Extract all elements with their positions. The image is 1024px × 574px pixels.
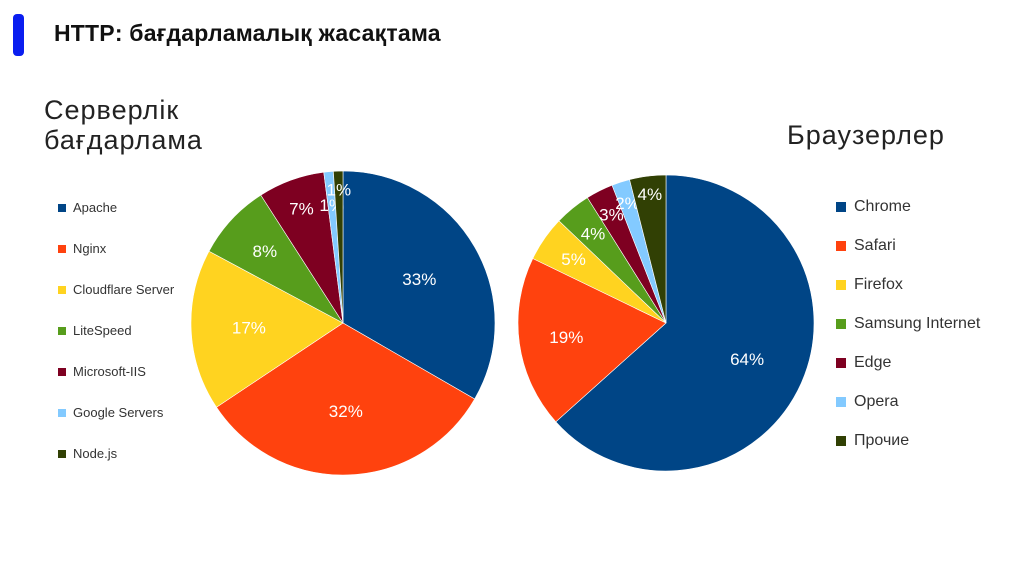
server-legend-label: Apache [73,200,118,215]
server-legend-item-apache: Apache [58,200,117,215]
server-legend-swatch [58,326,66,335]
server-legend-swatch [58,449,66,458]
server-label-litespeed: 8% [253,242,278,261]
browser-legend-label: Firefox [854,276,903,293]
browser-legend-swatch [836,358,846,368]
browser-chart-title: Браузерлер [787,120,945,150]
browser-label-edge: 3% [599,206,624,225]
browser-legend-swatch [836,280,846,290]
server-legend-label: LiteSpeed [73,323,132,338]
browser-legend-item-прочие: Прочие [836,432,909,450]
server-slice-apache [342,170,496,400]
browser-legend-item-opera: Opera [836,393,898,411]
server-legend-label: Cloudflare Server [73,282,175,297]
browser-label-chrome: 64% [730,350,764,369]
browser-legend-swatch [836,202,846,212]
server-legend-item-nginx: Nginx [58,241,106,256]
server-chart-title: Серверлік бағдарлама [44,95,203,155]
server-slice-node-js [333,170,344,324]
server-label-microsoft-iis: 7% [289,200,314,219]
server-legend-swatch [58,285,66,294]
title-accent-bar [13,14,24,56]
browser-slice-chrome [555,174,815,472]
browser-legend-item-safari: Safari [836,237,896,255]
server-legend-item-litespeed: LiteSpeed [58,323,132,338]
server-label-nginx: 32% [329,402,363,421]
server-label-apache: 33% [402,270,436,289]
server-slice-cloudflare-server [190,250,344,408]
browser-label-прочие: 4% [638,185,663,204]
browser-legend-item-firefox: Firefox [836,276,903,294]
server-legend-item-cloudflare-server: Cloudflare Server [58,282,174,297]
server-legend-label: Google Servers [73,405,164,420]
server-legend-label: Nginx [73,241,107,256]
server-legend-swatch [58,367,66,376]
browser-legend-swatch [836,436,846,446]
browser-label-opera: 2% [615,194,640,213]
browser-legend-label: Opera [854,393,899,410]
server-legend-label: Node.js [73,446,118,461]
server-legend-item-node-js: Node.js [58,446,117,461]
browser-legend-swatch [836,319,846,329]
slide-title: HTTP: бағдарламалық жасақтама [54,20,441,46]
server-legend-swatch [58,244,66,253]
browser-legend-label: Safari [854,237,896,254]
browser-label-samsung-internet: 4% [581,225,606,244]
browser-legend-label: Samsung Internet [854,315,981,332]
browser-legend-item-edge: Edge [836,354,891,372]
server-label-node-js: 1% [327,180,352,199]
server-slice-nginx [216,322,476,476]
server-legend-swatch [58,408,66,417]
server-legend: Apache Nginx Cloudflare Server LiteSpeed Mic… [58,200,228,470]
browser-legend-swatch [836,397,846,407]
server-legend-item-google-servers: Google Servers [58,405,163,420]
server-legend-swatch [58,203,66,212]
browser-legend-item-chrome: Chrome [836,198,911,216]
browser-label-firefox: 5% [561,250,586,269]
browser-legend-label: Chrome [854,198,911,215]
server-label-cloudflare-server: 17% [232,319,266,338]
browser-slice-прочие [629,174,667,324]
browser-legend: Chrome Safari Firefox Samsung Internet Edge O… [836,198,1016,458]
server-legend-label: Microsoft-IIS [73,364,146,379]
browser-slice-safari [517,258,667,423]
browser-legend-label: Edge [854,354,892,371]
browser-legend-item-samsung-internet: Samsung Internet [836,315,980,333]
browser-pie-chart: 64%19%5%4%3%2%4% [517,174,815,472]
server-legend-item-microsoft-iis: Microsoft-IIS [58,364,146,379]
browser-legend-swatch [836,241,846,251]
server-pie-chart: 33%32%17%8%7% 1%1% [190,170,496,476]
browser-label-safari: 19% [549,328,583,347]
browser-legend-label: Прочие [854,432,910,449]
